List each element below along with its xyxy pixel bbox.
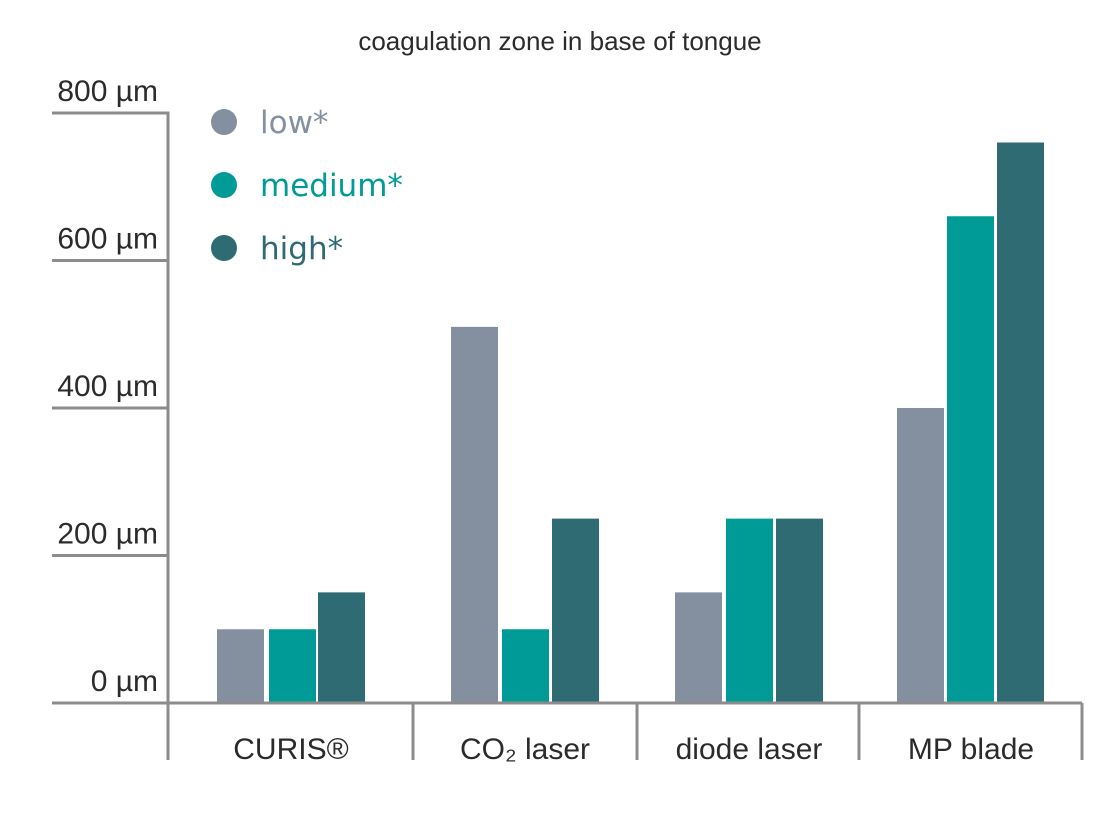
bar-low-2: [675, 592, 722, 703]
bar-low-0: [217, 629, 264, 703]
legend-marker: [211, 109, 237, 135]
legend-marker: [211, 235, 237, 261]
x-category-label: CO₂ laser: [460, 733, 590, 766]
bar-high-2: [776, 518, 823, 703]
x-category-label: CURIS®: [233, 733, 348, 766]
x-category-label: diode laser: [676, 733, 823, 766]
y-tick-label: 200 µm: [57, 518, 158, 551]
legend-label: low*: [260, 105, 328, 141]
bar-medium-0: [269, 629, 316, 703]
x-category-label: MP blade: [908, 733, 1034, 766]
chart-title: coagulation zone in base of tongue: [358, 26, 761, 56]
y-tick-label: 0 µm: [91, 665, 158, 698]
bar-medium-2: [726, 518, 773, 703]
legend-label: medium*: [260, 168, 403, 204]
bar-medium-1: [502, 629, 549, 703]
y-tick-label: 400 µm: [57, 370, 158, 403]
y-tick-label: 800 µm: [57, 75, 158, 108]
bar-low-1: [451, 326, 498, 703]
legend-marker: [211, 172, 237, 198]
y-tick-label: 600 µm: [57, 223, 158, 256]
bar-high-1: [552, 518, 599, 703]
bar-medium-3: [947, 216, 994, 703]
bar-high-0: [318, 592, 365, 703]
bar-high-3: [997, 142, 1044, 703]
legend-label: high*: [260, 231, 343, 267]
bar-low-3: [897, 408, 944, 703]
